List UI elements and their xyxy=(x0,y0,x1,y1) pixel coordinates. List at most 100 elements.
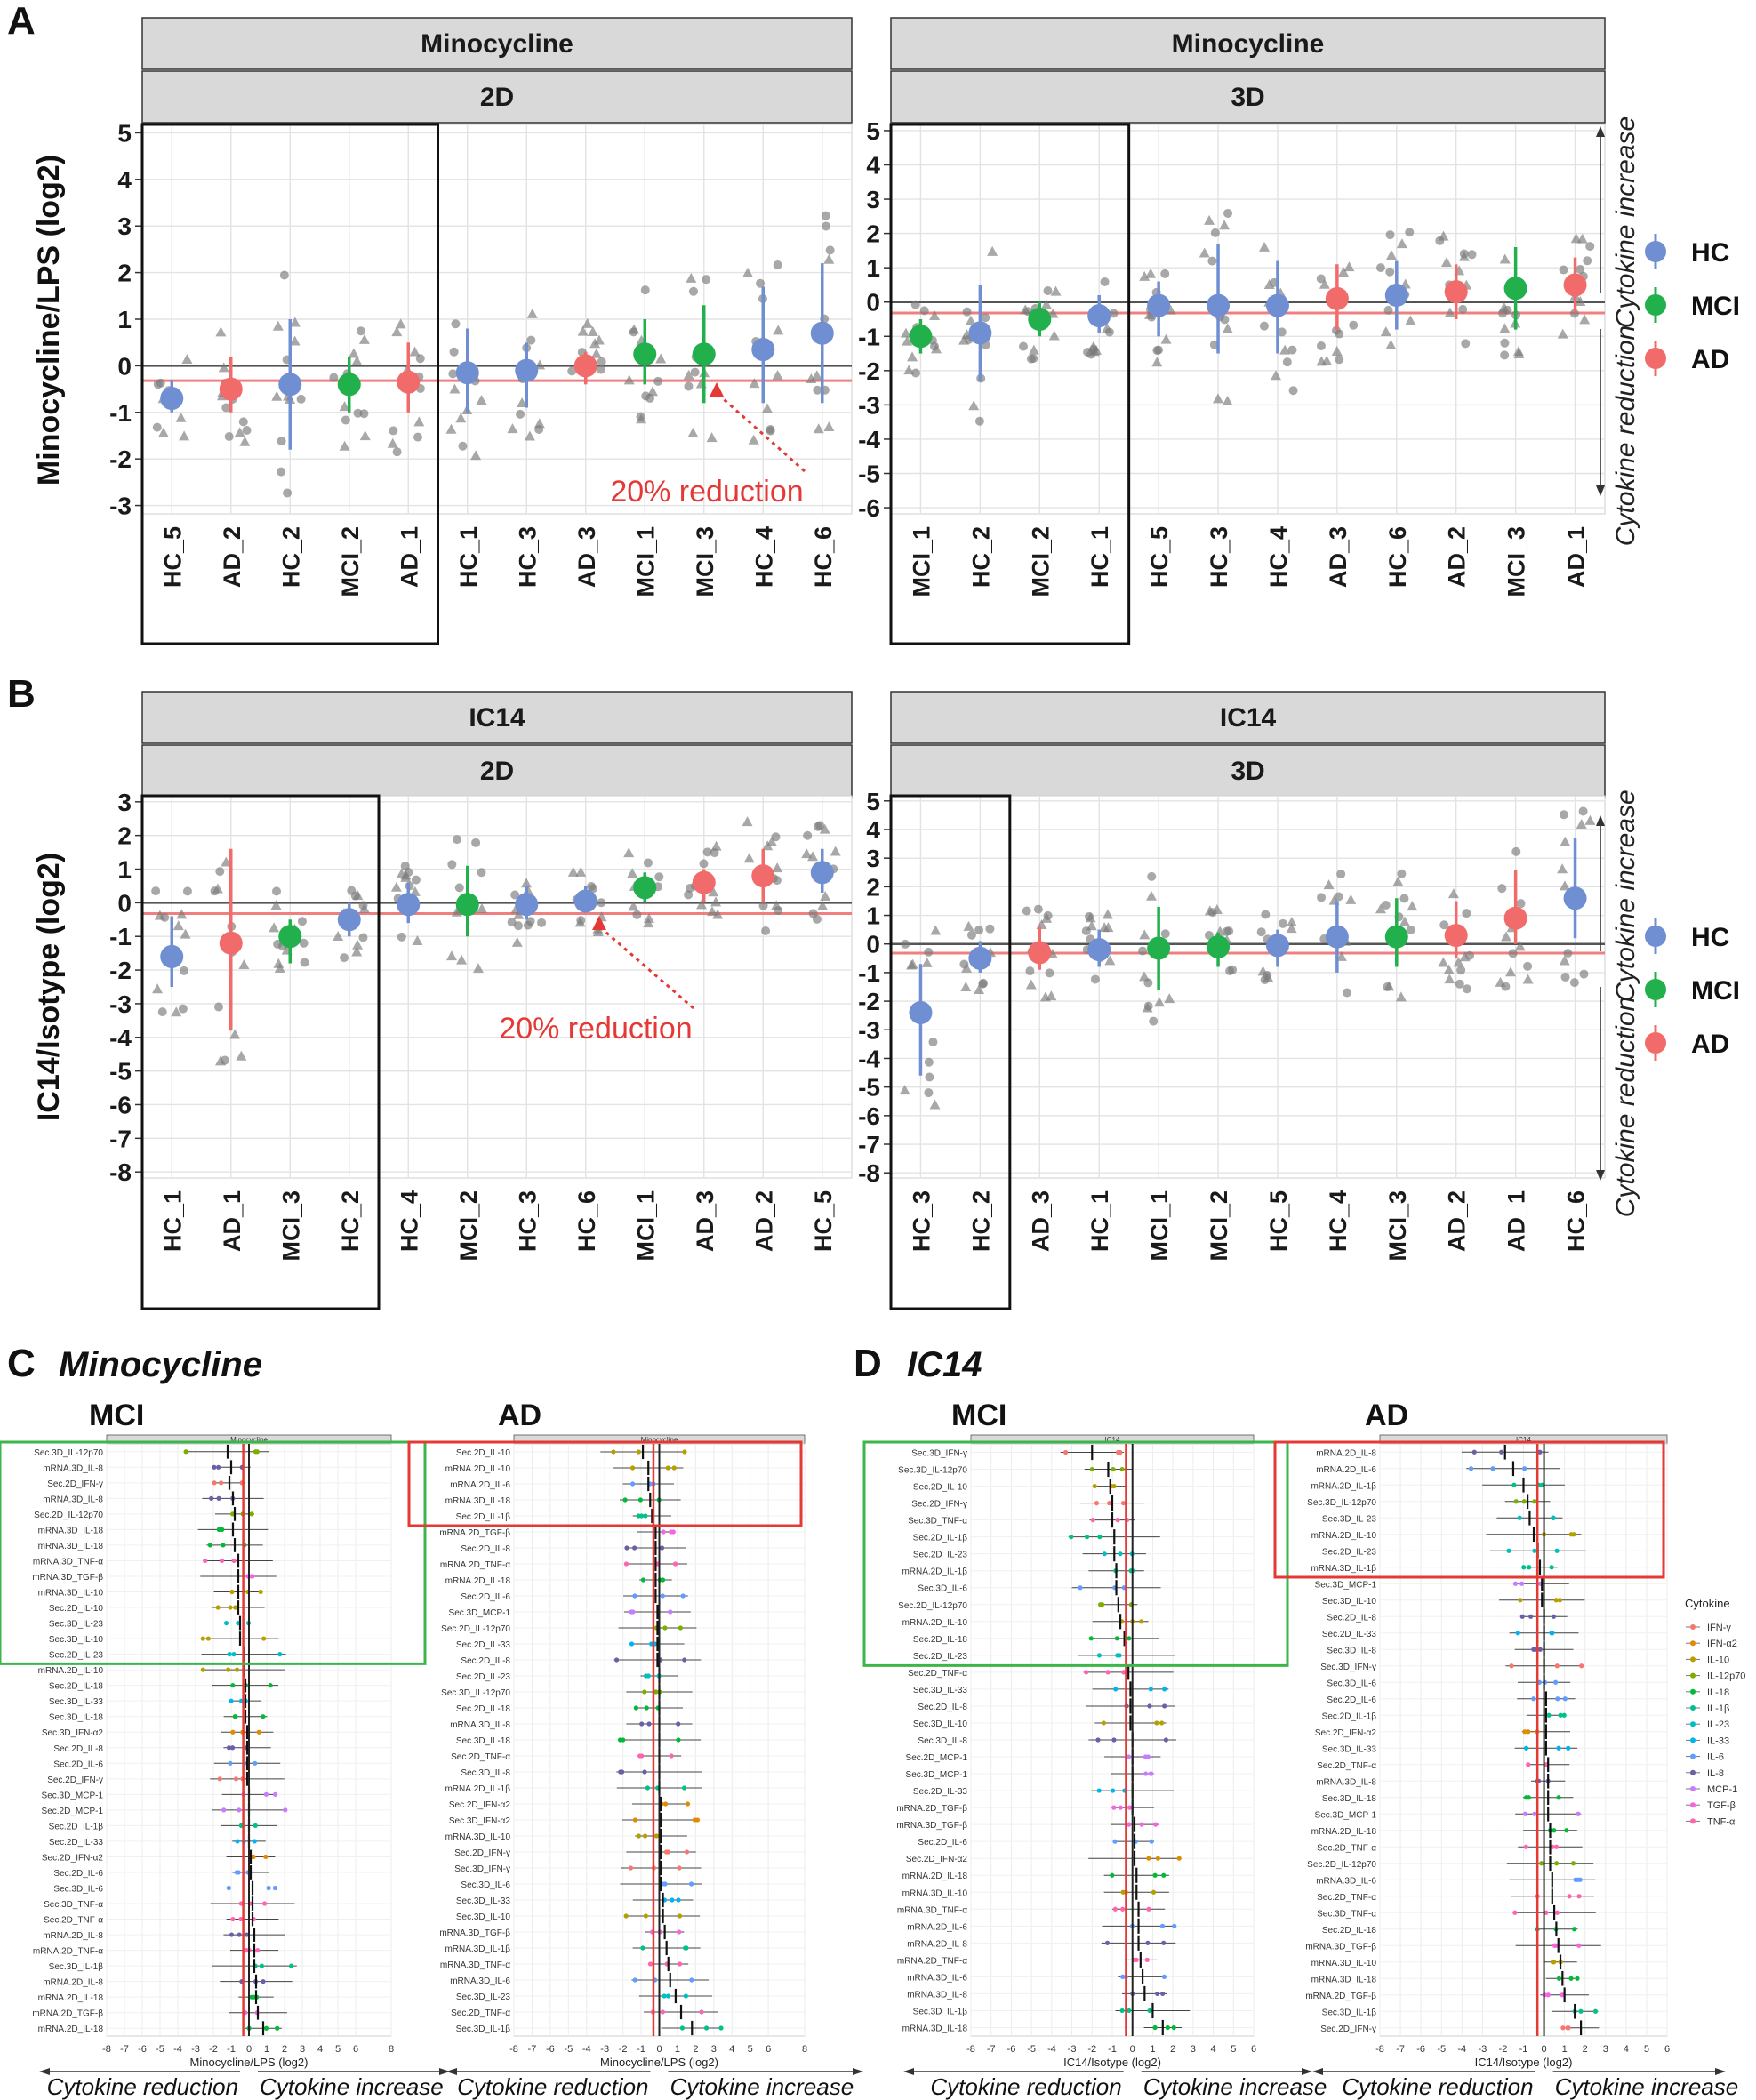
forest-replicate-dot xyxy=(1078,1585,1083,1591)
x-tick-label: HC_5 xyxy=(159,526,186,588)
cytokine-legend-label: MCP-1 xyxy=(1707,1784,1737,1795)
forest-highlight-box xyxy=(407,1440,803,1527)
forest-row-label: Sec.3D_MCP-1 xyxy=(1315,1810,1377,1820)
replicate-point xyxy=(761,403,773,413)
forest-replicate-dot xyxy=(1107,1501,1112,1506)
forest-replicate-dot xyxy=(1531,1696,1536,1702)
forest-row-label: Sec.2D_IFN-γ xyxy=(47,1775,103,1785)
replicate-point xyxy=(157,427,169,437)
replicate-point xyxy=(910,300,920,309)
replicate-point xyxy=(455,413,467,423)
forest-replicate-dot xyxy=(228,1760,233,1766)
replicate-point xyxy=(1585,242,1595,252)
forest-replicate-dot xyxy=(237,1932,242,1937)
replicate-point xyxy=(289,335,301,346)
x-tick-label: MCI_1 xyxy=(632,1190,659,1262)
forest-replicate-dot xyxy=(1162,1687,1167,1692)
forest-replicate-dot xyxy=(613,1657,620,1663)
forest-replicate-dot xyxy=(234,1667,240,1672)
forest-row-label: Sec.2D_IL-10 xyxy=(456,1448,511,1458)
facet-strip-bottom-label: 2D xyxy=(480,757,514,786)
forest-replicate-dot xyxy=(668,1609,673,1615)
forest-x-tick-label: -4 xyxy=(1457,2044,1466,2055)
replicate-point xyxy=(1153,997,1165,1007)
replicate-point xyxy=(1343,988,1352,998)
replicate-point xyxy=(277,437,286,446)
y-tick-label: 5 xyxy=(866,788,880,815)
forest-replicate-dot xyxy=(1532,1548,1537,1553)
x-tick-label: HC_6 xyxy=(1384,526,1411,588)
forest-row-label: Sec.3D_IL-6 xyxy=(1327,1679,1376,1688)
x-tick-label: HC_2 xyxy=(337,1190,364,1252)
forest-row-label: Sec.3D_IFN-γ xyxy=(1320,1663,1376,1672)
forest-replicate-dot xyxy=(677,1865,682,1871)
forest-replicate-dot xyxy=(660,2009,665,2015)
cytokine-legend-key-dot xyxy=(1690,1624,1696,1630)
replicate-point xyxy=(830,846,841,856)
forest-row-label: mRNA.2D_IL-18 xyxy=(1311,1827,1377,1837)
replicate-point xyxy=(702,275,711,285)
forest-row-label: mRNA.2D_TNF-α xyxy=(33,1947,103,1957)
replicate-point xyxy=(1497,884,1507,894)
forest-replicate-dot xyxy=(1561,1712,1567,1718)
forest-replicate-dot xyxy=(670,1529,676,1535)
forest-x-tick-label: 8 xyxy=(802,2044,807,2055)
x-tick-label: HC_3 xyxy=(514,526,541,588)
forest-row-label: Sec.2D_IL-6 xyxy=(461,1592,510,1602)
forest-replicate-dot xyxy=(263,1791,269,1797)
forest-replicate-dot xyxy=(623,1913,629,1919)
replicate-point xyxy=(1395,991,1407,1002)
forest-replicate-dot xyxy=(628,1865,634,1871)
forest-x-tick-label: -3 xyxy=(1068,2044,1077,2055)
replicate-point xyxy=(921,957,933,967)
replicate-point xyxy=(1444,974,1455,984)
forest-replicate-dot xyxy=(624,1545,629,1551)
replicate-point xyxy=(902,335,913,346)
forest-group-title: MCI xyxy=(951,1399,1006,1432)
forest-row-label: Sec.2D_IFN-γ xyxy=(454,1848,510,1858)
y-tick-label: -1 xyxy=(858,959,880,987)
x-tick-label: MCI_1 xyxy=(1146,1190,1173,1262)
forest-replicate-dot xyxy=(1138,1619,1144,1624)
forest-row-label: mRNA.3D_IL-10 xyxy=(1311,1959,1377,1968)
replicate-point xyxy=(907,351,918,362)
mean-point xyxy=(1087,304,1111,328)
replicate-point xyxy=(1212,393,1223,404)
forest-replicate-dot xyxy=(258,1589,263,1595)
forest-replicate-dot xyxy=(684,1849,690,1855)
forest-x-tick-label: -4 xyxy=(582,2044,591,2055)
replicate-point xyxy=(687,427,699,437)
forest-x-tick-label: 4 xyxy=(1624,2044,1629,2055)
forest-label-increase: Cytokine increase xyxy=(260,2073,444,2100)
forest-x-tick-label: -1 xyxy=(227,2044,236,2055)
forest-replicate-dot xyxy=(1160,1991,1166,1997)
cytokine-legend-label: IFN-α2 xyxy=(1707,1639,1737,1649)
replicate-point xyxy=(413,416,425,427)
forest-row-label: mRNA.2D_IL-1β xyxy=(445,1784,510,1794)
replicate-point xyxy=(387,437,398,448)
replicate-point xyxy=(1199,247,1210,258)
forest-row-label: mRNA.2D_IL-18 xyxy=(902,1872,968,1881)
forest-replicate-dot xyxy=(640,1945,645,1951)
forest-arrowhead-right xyxy=(853,2068,863,2075)
forest-row-label: mRNA.3D_IL-8 xyxy=(1316,1777,1376,1787)
forest-replicate-dot xyxy=(1528,1614,1534,1619)
facet-strip-bottom-label: 3D xyxy=(1231,83,1264,112)
legend-key-point xyxy=(1645,348,1666,369)
forest-replicate-dot xyxy=(662,1625,668,1631)
forest-replicate-dot xyxy=(1564,1828,1569,1833)
forest-group-title: AD xyxy=(498,1399,541,1432)
forest-row-label: Sec.3D_IL-1β xyxy=(456,2024,511,2034)
forest-replicate-dot xyxy=(232,1605,238,1610)
forest-replicate-dot xyxy=(259,1963,265,1968)
forest-x-tick-label: -5 xyxy=(564,2044,573,2055)
replicate-point xyxy=(928,1038,938,1047)
replicate-point xyxy=(756,278,766,288)
mean-point xyxy=(810,861,834,885)
replicate-point xyxy=(1508,949,1518,958)
forest-row-label: mRNA.2D_TNF-α xyxy=(440,1560,510,1570)
arrow-increase-head xyxy=(1596,815,1605,826)
forest-replicate-dot xyxy=(1159,1923,1166,1928)
forest-replicate-dot xyxy=(261,1901,268,1906)
replicate-point xyxy=(1459,249,1469,259)
